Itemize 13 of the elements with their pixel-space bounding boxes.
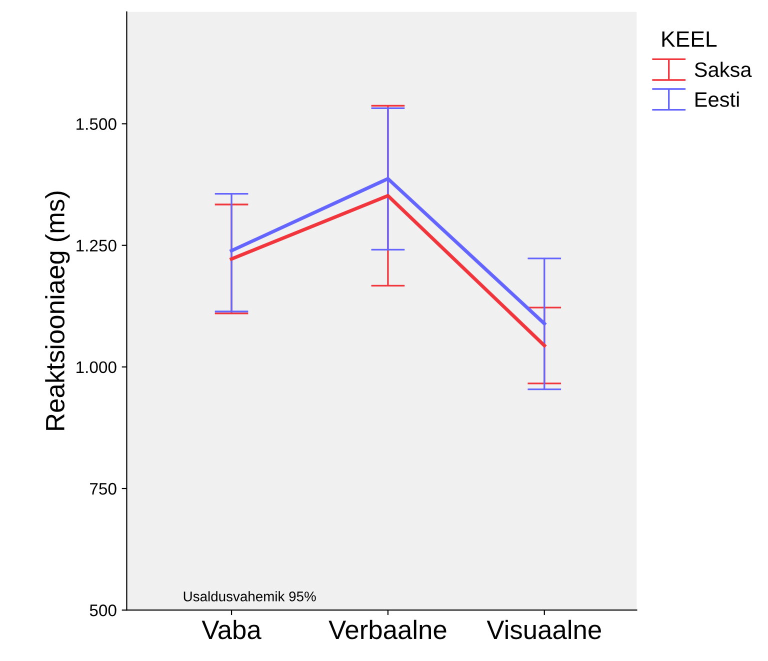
legend-title: KEEL (662, 31, 717, 47)
legend-label: Saksa (694, 62, 752, 78)
y-tick-label: 1.000 (76, 361, 116, 374)
x-tick-label: Verbaalne (328, 620, 446, 640)
y-axis-title: Reaktsiooniaeg (ms) (45, 192, 70, 430)
y-tick-label: 1.500 (76, 118, 116, 130)
y-tick-label: 500 (90, 604, 116, 616)
legend-label: Eesti (696, 92, 739, 107)
x-tick-label: Visuaalne (486, 620, 601, 640)
y-tick-label: 750 (90, 482, 116, 495)
x-tick-label: Vaba (202, 620, 262, 640)
y-tick-label: 1.250 (76, 240, 116, 252)
annotation: Usaldusvahemik 95% (184, 591, 316, 602)
